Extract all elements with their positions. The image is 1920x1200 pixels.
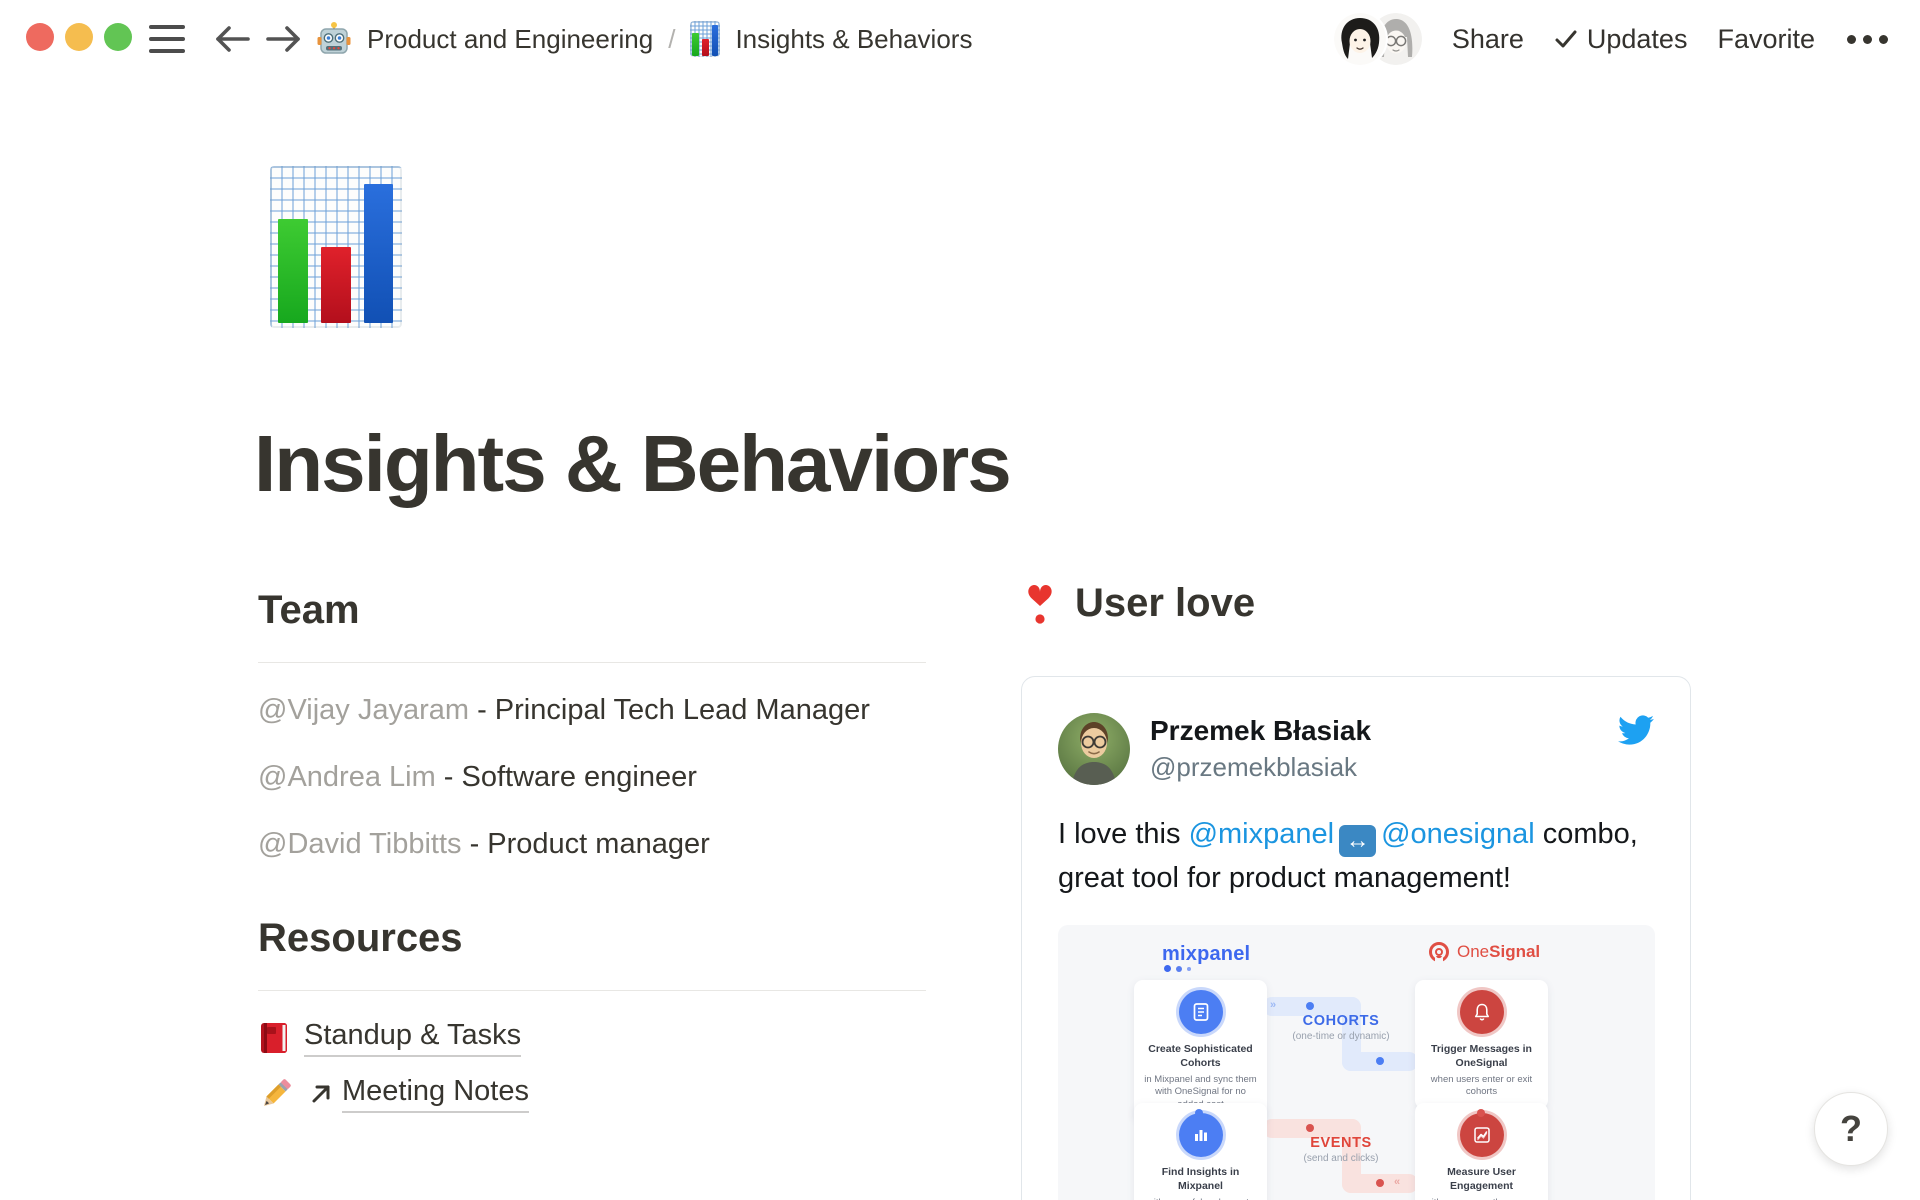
robot-icon [316,21,352,57]
collaborator-avatar[interactable] [1333,13,1386,65]
flow-dot [1376,1057,1384,1066]
team-member: @Andrea Lim - Software engineer [258,756,880,799]
tweet-media-image: mixpanel OneSignal [1058,925,1655,1200]
topbar-actions: Share Updates Favorite [1333,0,1890,78]
resource-link-label[interactable]: Meeting Notes [342,1075,529,1113]
tweet-author-handle[interactable]: @przemekblasiak [1150,752,1358,782]
flow-dot [1306,1002,1314,1011]
cohorts-label: COHORTS [1302,1013,1380,1030]
events-label: EVENTS [1310,1135,1372,1152]
resources-heading: Resources [258,915,463,960]
flow-dot [1477,1109,1485,1118]
bar-chart-icon [690,21,721,57]
person-mention[interactable]: @Vijay Jayaram [258,694,470,726]
cohorts-sublabel: (one-time or dynamic) [1292,1031,1390,1043]
user-love-heading: User love [1075,581,1256,625]
breadcrumb: Product and Engineering / Insights & Beh… [316,0,972,78]
breadcrumb-current[interactable]: Insights & Behaviors [735,23,973,54]
zoom-button[interactable] [104,23,132,51]
tweet-text: I love this @mixpanel ↔ @onesignal combo, … [1058,813,1654,899]
sidebar-toggle-button[interactable] [149,25,185,53]
tweet-mention-onesignal[interactable]: @onesignal [1381,818,1535,850]
left-column: Team @Vijay Jayaram - Principal Tech Lea… [258,588,926,1113]
member-role: - Product manager [461,827,710,860]
events-sublabel: (send and clicks) [1303,1153,1379,1165]
share-button[interactable]: Share [1451,23,1524,54]
window-controls [26,23,132,51]
cohorts-label-group: COHORTS (one-time or dynamic) [1267,1013,1415,1042]
diagram-card-trigger-messages: Trigger Messages in OneSignal when users… [1415,980,1548,1109]
tweet-author-name[interactable]: Przemek Błasiak [1150,715,1372,746]
chevron-right-glyph: » [1270,999,1276,1012]
diagram-card-measure-engagement: Measure User Engagement with messages, t… [1415,1103,1548,1200]
chevron-left-glyph: « [1394,1176,1400,1189]
team-heading: Team [258,588,360,632]
divider [258,662,926,663]
tweet-mention-mixpanel[interactable]: @mixpanel [1188,818,1335,850]
help-label: ? [1840,1108,1862,1149]
resource-link-meeting-notes[interactable]: Meeting Notes [258,1075,926,1113]
diagram-card-find-insights: Find Insights in Mixpanel with powerful … [1134,1103,1267,1200]
diagram-card-create-cohorts: Create Sophisticated Cohorts in Mixpanel… [1134,980,1267,1122]
breadcrumb-parent[interactable]: Product and Engineering [367,23,654,54]
line-chart-icon [1459,1113,1504,1158]
bell-icon [1459,990,1504,1035]
tweet-text-part: combo, great tool for product management… [1058,818,1638,895]
onesignal-mark-icon [1429,942,1449,964]
bar-chart-icon [1178,1113,1223,1158]
minimize-button[interactable] [65,23,93,51]
events-label-group: EVENTS (send and clicks) [1267,1135,1415,1164]
resource-link-standup[interactable]: Standup & Tasks [258,1019,926,1057]
favorite-button[interactable]: Favorite [1717,23,1815,54]
updates-button[interactable]: Updates [1554,23,1688,55]
person-mention[interactable]: @Andrea Lim [258,760,436,793]
tweet-text-part: I love this [1058,818,1189,850]
team-member: @David Tibbitts - Product manager [258,823,880,866]
person-mention[interactable]: @David Tibbitts [258,827,462,860]
page-icon-bar-chart[interactable] [270,166,402,328]
help-button[interactable]: ? [1814,1092,1888,1166]
breadcrumb-separator: / [668,23,676,54]
tweet-embed-card: Przemek Błasiak @przemekblasiak I love t… [1021,676,1691,1200]
tweet-author-avatar[interactable] [1058,713,1130,785]
red-book-icon [258,1021,290,1055]
flow-dot [1376,1179,1384,1188]
twitter-bird-icon[interactable] [1618,715,1654,745]
back-button[interactable] [212,22,252,56]
divider [258,989,926,991]
collaborator-avatars[interactable] [1333,13,1422,65]
right-column: User love [1021,580,1691,1200]
top-bar: Product and Engineering / Insights & Beh… [0,0,1920,78]
updates-label: Updates [1586,23,1688,54]
heart-exclamation-icon [1021,580,1059,626]
forward-button[interactable] [264,22,304,56]
member-role: - Principal Tech Lead Manager [469,694,870,726]
page-title: Insights & Behaviors [254,419,1012,508]
close-button[interactable] [26,23,54,51]
checkmark-icon [1555,30,1577,48]
member-role: - Software engineer [435,760,697,793]
flow-dot [1306,1124,1314,1133]
more-options-button[interactable] [1845,29,1890,50]
mixpanel-logo: mixpanel [1162,943,1250,973]
resource-link-label[interactable]: Standup & Tasks [304,1019,522,1057]
document-icon [1178,990,1223,1035]
north-east-arrow-icon [308,1081,334,1107]
flow-dot [1195,1109,1203,1118]
team-member: @Vijay Jayaram - Principal Tech Lead Man… [258,689,880,732]
collaborator-avatar[interactable] [1369,13,1422,65]
pencil-icon [258,1076,294,1112]
left-right-arrow-icon: ↔ [1339,825,1377,858]
onesignal-logo: OneSignal [1428,941,1540,964]
